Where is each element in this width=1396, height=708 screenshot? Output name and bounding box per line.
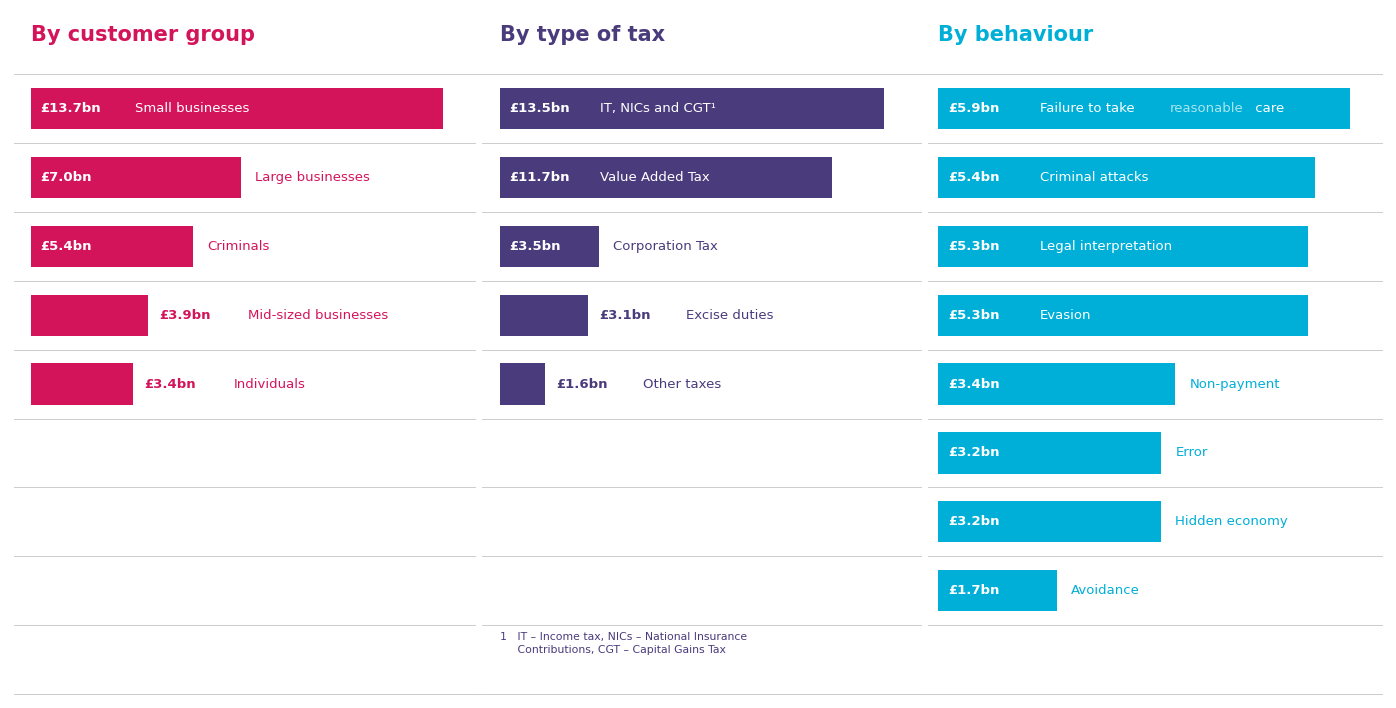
FancyBboxPatch shape bbox=[938, 226, 1308, 267]
Text: Other taxes: Other taxes bbox=[644, 377, 722, 391]
Text: Failure to take: Failure to take bbox=[1040, 102, 1139, 115]
Text: Evasion: Evasion bbox=[1040, 309, 1092, 321]
FancyBboxPatch shape bbox=[500, 88, 884, 130]
FancyBboxPatch shape bbox=[31, 226, 193, 267]
Text: IT, NICs and CGT¹: IT, NICs and CGT¹ bbox=[600, 102, 716, 115]
Text: Avoidance: Avoidance bbox=[1071, 584, 1139, 597]
Text: Legal interpretation: Legal interpretation bbox=[1040, 240, 1173, 253]
FancyBboxPatch shape bbox=[31, 363, 133, 405]
Text: £11.7bn: £11.7bn bbox=[510, 171, 570, 184]
FancyBboxPatch shape bbox=[500, 295, 588, 336]
Text: reasonable: reasonable bbox=[1170, 102, 1244, 115]
Text: By customer group: By customer group bbox=[31, 25, 254, 45]
Text: Hidden economy: Hidden economy bbox=[1175, 515, 1289, 528]
Text: Small businesses: Small businesses bbox=[135, 102, 250, 115]
Text: Criminal attacks: Criminal attacks bbox=[1040, 171, 1149, 184]
Text: Error: Error bbox=[1175, 447, 1208, 459]
FancyBboxPatch shape bbox=[500, 363, 546, 405]
Text: Non-payment: Non-payment bbox=[1189, 377, 1280, 391]
Text: £1.7bn: £1.7bn bbox=[948, 584, 1000, 597]
FancyBboxPatch shape bbox=[938, 88, 1350, 130]
FancyBboxPatch shape bbox=[938, 501, 1161, 542]
Text: care: care bbox=[1251, 102, 1284, 115]
Text: £3.4bn: £3.4bn bbox=[144, 377, 195, 391]
Text: Corporation Tax: Corporation Tax bbox=[613, 240, 718, 253]
FancyBboxPatch shape bbox=[938, 363, 1175, 405]
Text: £5.3bn: £5.3bn bbox=[948, 240, 1000, 253]
Text: Criminals: Criminals bbox=[207, 240, 269, 253]
FancyBboxPatch shape bbox=[31, 88, 443, 130]
Text: £3.2bn: £3.2bn bbox=[948, 447, 1000, 459]
Text: £3.1bn: £3.1bn bbox=[599, 309, 651, 321]
Text: Excise duties: Excise duties bbox=[685, 309, 773, 321]
FancyBboxPatch shape bbox=[500, 157, 832, 198]
Text: £3.4bn: £3.4bn bbox=[948, 377, 1000, 391]
Text: £5.3bn: £5.3bn bbox=[948, 309, 1000, 321]
Text: Mid-sized businesses: Mid-sized businesses bbox=[248, 309, 388, 321]
Text: Large businesses: Large businesses bbox=[255, 171, 370, 184]
Text: £5.9bn: £5.9bn bbox=[948, 102, 1000, 115]
Text: £13.7bn: £13.7bn bbox=[40, 102, 101, 115]
FancyBboxPatch shape bbox=[31, 295, 148, 336]
Text: £5.4bn: £5.4bn bbox=[40, 240, 92, 253]
Text: Individuals: Individuals bbox=[233, 377, 306, 391]
Text: £3.2bn: £3.2bn bbox=[948, 515, 1000, 528]
FancyBboxPatch shape bbox=[938, 295, 1308, 336]
Text: By type of tax: By type of tax bbox=[500, 25, 664, 45]
Text: £7.0bn: £7.0bn bbox=[40, 171, 92, 184]
FancyBboxPatch shape bbox=[938, 157, 1315, 198]
FancyBboxPatch shape bbox=[938, 570, 1057, 611]
Text: £1.6bn: £1.6bn bbox=[557, 377, 607, 391]
Text: £5.4bn: £5.4bn bbox=[948, 171, 1000, 184]
Text: £3.5bn: £3.5bn bbox=[510, 240, 561, 253]
Text: £13.5bn: £13.5bn bbox=[510, 102, 570, 115]
Text: By behaviour: By behaviour bbox=[938, 25, 1093, 45]
FancyBboxPatch shape bbox=[938, 433, 1161, 474]
FancyBboxPatch shape bbox=[500, 226, 599, 267]
Text: £3.9bn: £3.9bn bbox=[159, 309, 211, 321]
FancyBboxPatch shape bbox=[31, 157, 242, 198]
Text: Value Added Tax: Value Added Tax bbox=[600, 171, 711, 184]
Text: 1   IT – Income tax, NICs – National Insurance
     Contributions, CGT – Capital: 1 IT – Income tax, NICs – National Insur… bbox=[500, 632, 747, 656]
